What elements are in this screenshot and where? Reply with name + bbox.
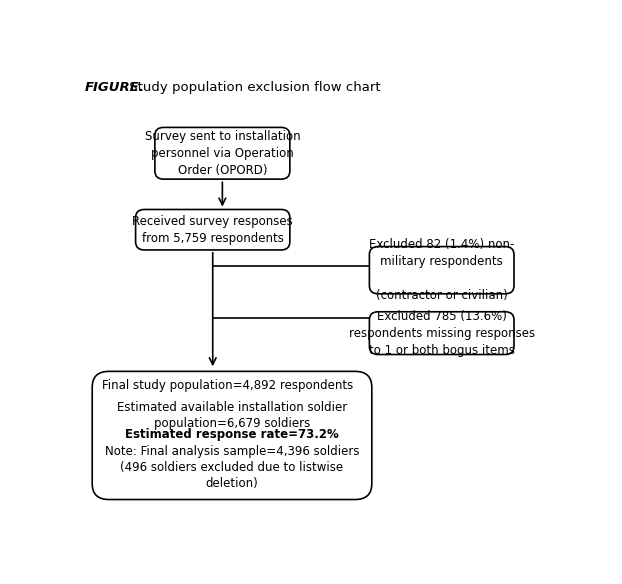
Text: Excluded 82 (1.4%) non-
military respondents

(contractor or civilian): Excluded 82 (1.4%) non- military respond…: [369, 238, 514, 302]
Text: Estimated available installation soldier
population=6,679 soldiers: Estimated available installation soldier…: [117, 401, 347, 430]
FancyBboxPatch shape: [155, 127, 290, 179]
Text: Received survey responses
from 5,759 respondents: Received survey responses from 5,759 res…: [132, 215, 293, 245]
Text: Estimated response rate=73.2%: Estimated response rate=73.2%: [125, 428, 339, 441]
Text: Study population exclusion flow chart: Study population exclusion flow chart: [124, 81, 380, 95]
Text: Note: Final analysis sample=4,396 soldiers
(496 soldiers excluded due to listwis: Note: Final analysis sample=4,396 soldie…: [104, 444, 360, 489]
FancyBboxPatch shape: [136, 210, 290, 250]
FancyBboxPatch shape: [369, 246, 514, 294]
FancyBboxPatch shape: [92, 371, 372, 499]
Text: Final study population=4,892 respondents: Final study population=4,892 respondents: [102, 380, 353, 392]
Text: Survey sent to installation
personnel via Operation
Order (OPORD): Survey sent to installation personnel vi…: [144, 130, 300, 177]
Text: FIGURE.: FIGURE.: [85, 81, 145, 95]
Text: Excluded 785 (13.6%)
respondents missing responses
to 1 or both bogus items: Excluded 785 (13.6%) respondents missing…: [349, 310, 535, 357]
FancyBboxPatch shape: [369, 312, 514, 354]
